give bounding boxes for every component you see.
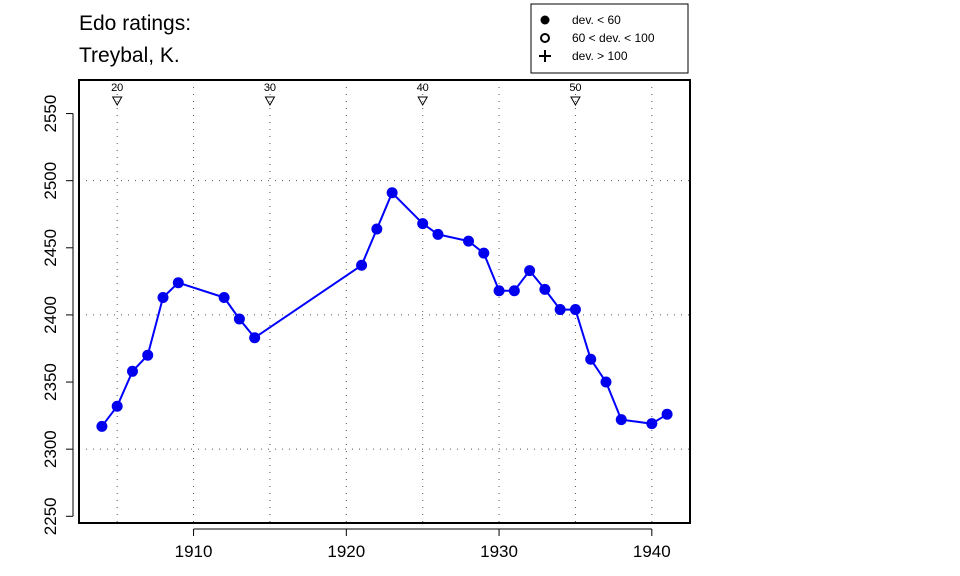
rating-point — [233, 313, 245, 325]
rating-point — [661, 408, 673, 420]
rating-point — [493, 285, 505, 297]
rating-line — [101, 191, 668, 427]
rating-point — [600, 376, 612, 388]
rating-point — [646, 418, 658, 430]
rating-point — [142, 349, 154, 361]
legend-plus-icon — [539, 50, 551, 62]
legend-entry-label: dev. < 60 — [572, 13, 621, 27]
age-markers: 20 30 40 50 — [111, 82, 582, 107]
rating-point — [569, 304, 581, 316]
x-tick-label: 1920 — [327, 542, 365, 561]
legend-entry-label: 60 < dev. < 100 — [572, 31, 655, 45]
grid-lines — [79, 80, 690, 523]
rating-point — [126, 365, 138, 377]
rating-point — [111, 400, 123, 412]
legend-open-circle-icon — [540, 33, 550, 43]
y-tick-label: 2400 — [41, 296, 60, 334]
rating-point — [432, 228, 444, 240]
age-marker-label: 50 — [569, 82, 581, 94]
legend: dev. < 60 60 < dev. < 100 dev. > 100 — [530, 3, 689, 74]
rating-series — [96, 187, 673, 432]
rating-point — [386, 187, 398, 199]
age-marker-triangle — [570, 96, 581, 107]
y-tick-label: 2550 — [41, 95, 60, 133]
chart-title-line-2: Treybal, K. — [79, 44, 180, 67]
y-tick-label: 2250 — [41, 497, 60, 535]
axes: 1910 1920 1930 1940 2250 2300 2350 2400 2450 2500… — [41, 95, 671, 561]
x-tick-label: 1930 — [480, 542, 518, 561]
rating-point — [478, 247, 490, 259]
age-marker-triangle — [111, 96, 123, 107]
rating-point — [554, 304, 566, 316]
legend-filled-circle-icon — [540, 15, 550, 25]
y-tick-label: 2500 — [41, 162, 60, 200]
age-marker-label: 30 — [264, 82, 276, 94]
rating-point — [356, 259, 368, 271]
rating-point — [172, 277, 184, 289]
rating-point — [463, 235, 475, 247]
rating-point — [157, 291, 169, 303]
age-marker-triangle — [417, 96, 429, 107]
rating-point — [508, 285, 520, 297]
rating-point — [615, 414, 627, 426]
chart-title-line-1: Edo ratings: — [79, 12, 191, 35]
rating-point — [371, 223, 383, 235]
y-tick-label: 2300 — [41, 430, 60, 468]
legend-entry-label: dev. > 100 — [572, 49, 628, 63]
x-tick-label: 1940 — [633, 542, 671, 561]
rating-point — [585, 353, 597, 365]
rating-point — [96, 420, 108, 432]
y-tick-label: 2450 — [41, 229, 60, 267]
legend-box — [530, 3, 689, 74]
y-tick-label: 2350 — [41, 363, 60, 401]
rating-point — [218, 291, 230, 303]
age-marker-label: 20 — [111, 82, 123, 94]
rating-point — [539, 283, 551, 295]
rating-point — [249, 332, 261, 344]
plot-frame — [78, 79, 691, 524]
age-marker-triangle — [264, 96, 276, 107]
x-tick-label: 1910 — [175, 542, 213, 561]
rating-point — [417, 218, 429, 230]
age-marker-label: 40 — [417, 82, 429, 94]
rating-point — [524, 265, 536, 277]
